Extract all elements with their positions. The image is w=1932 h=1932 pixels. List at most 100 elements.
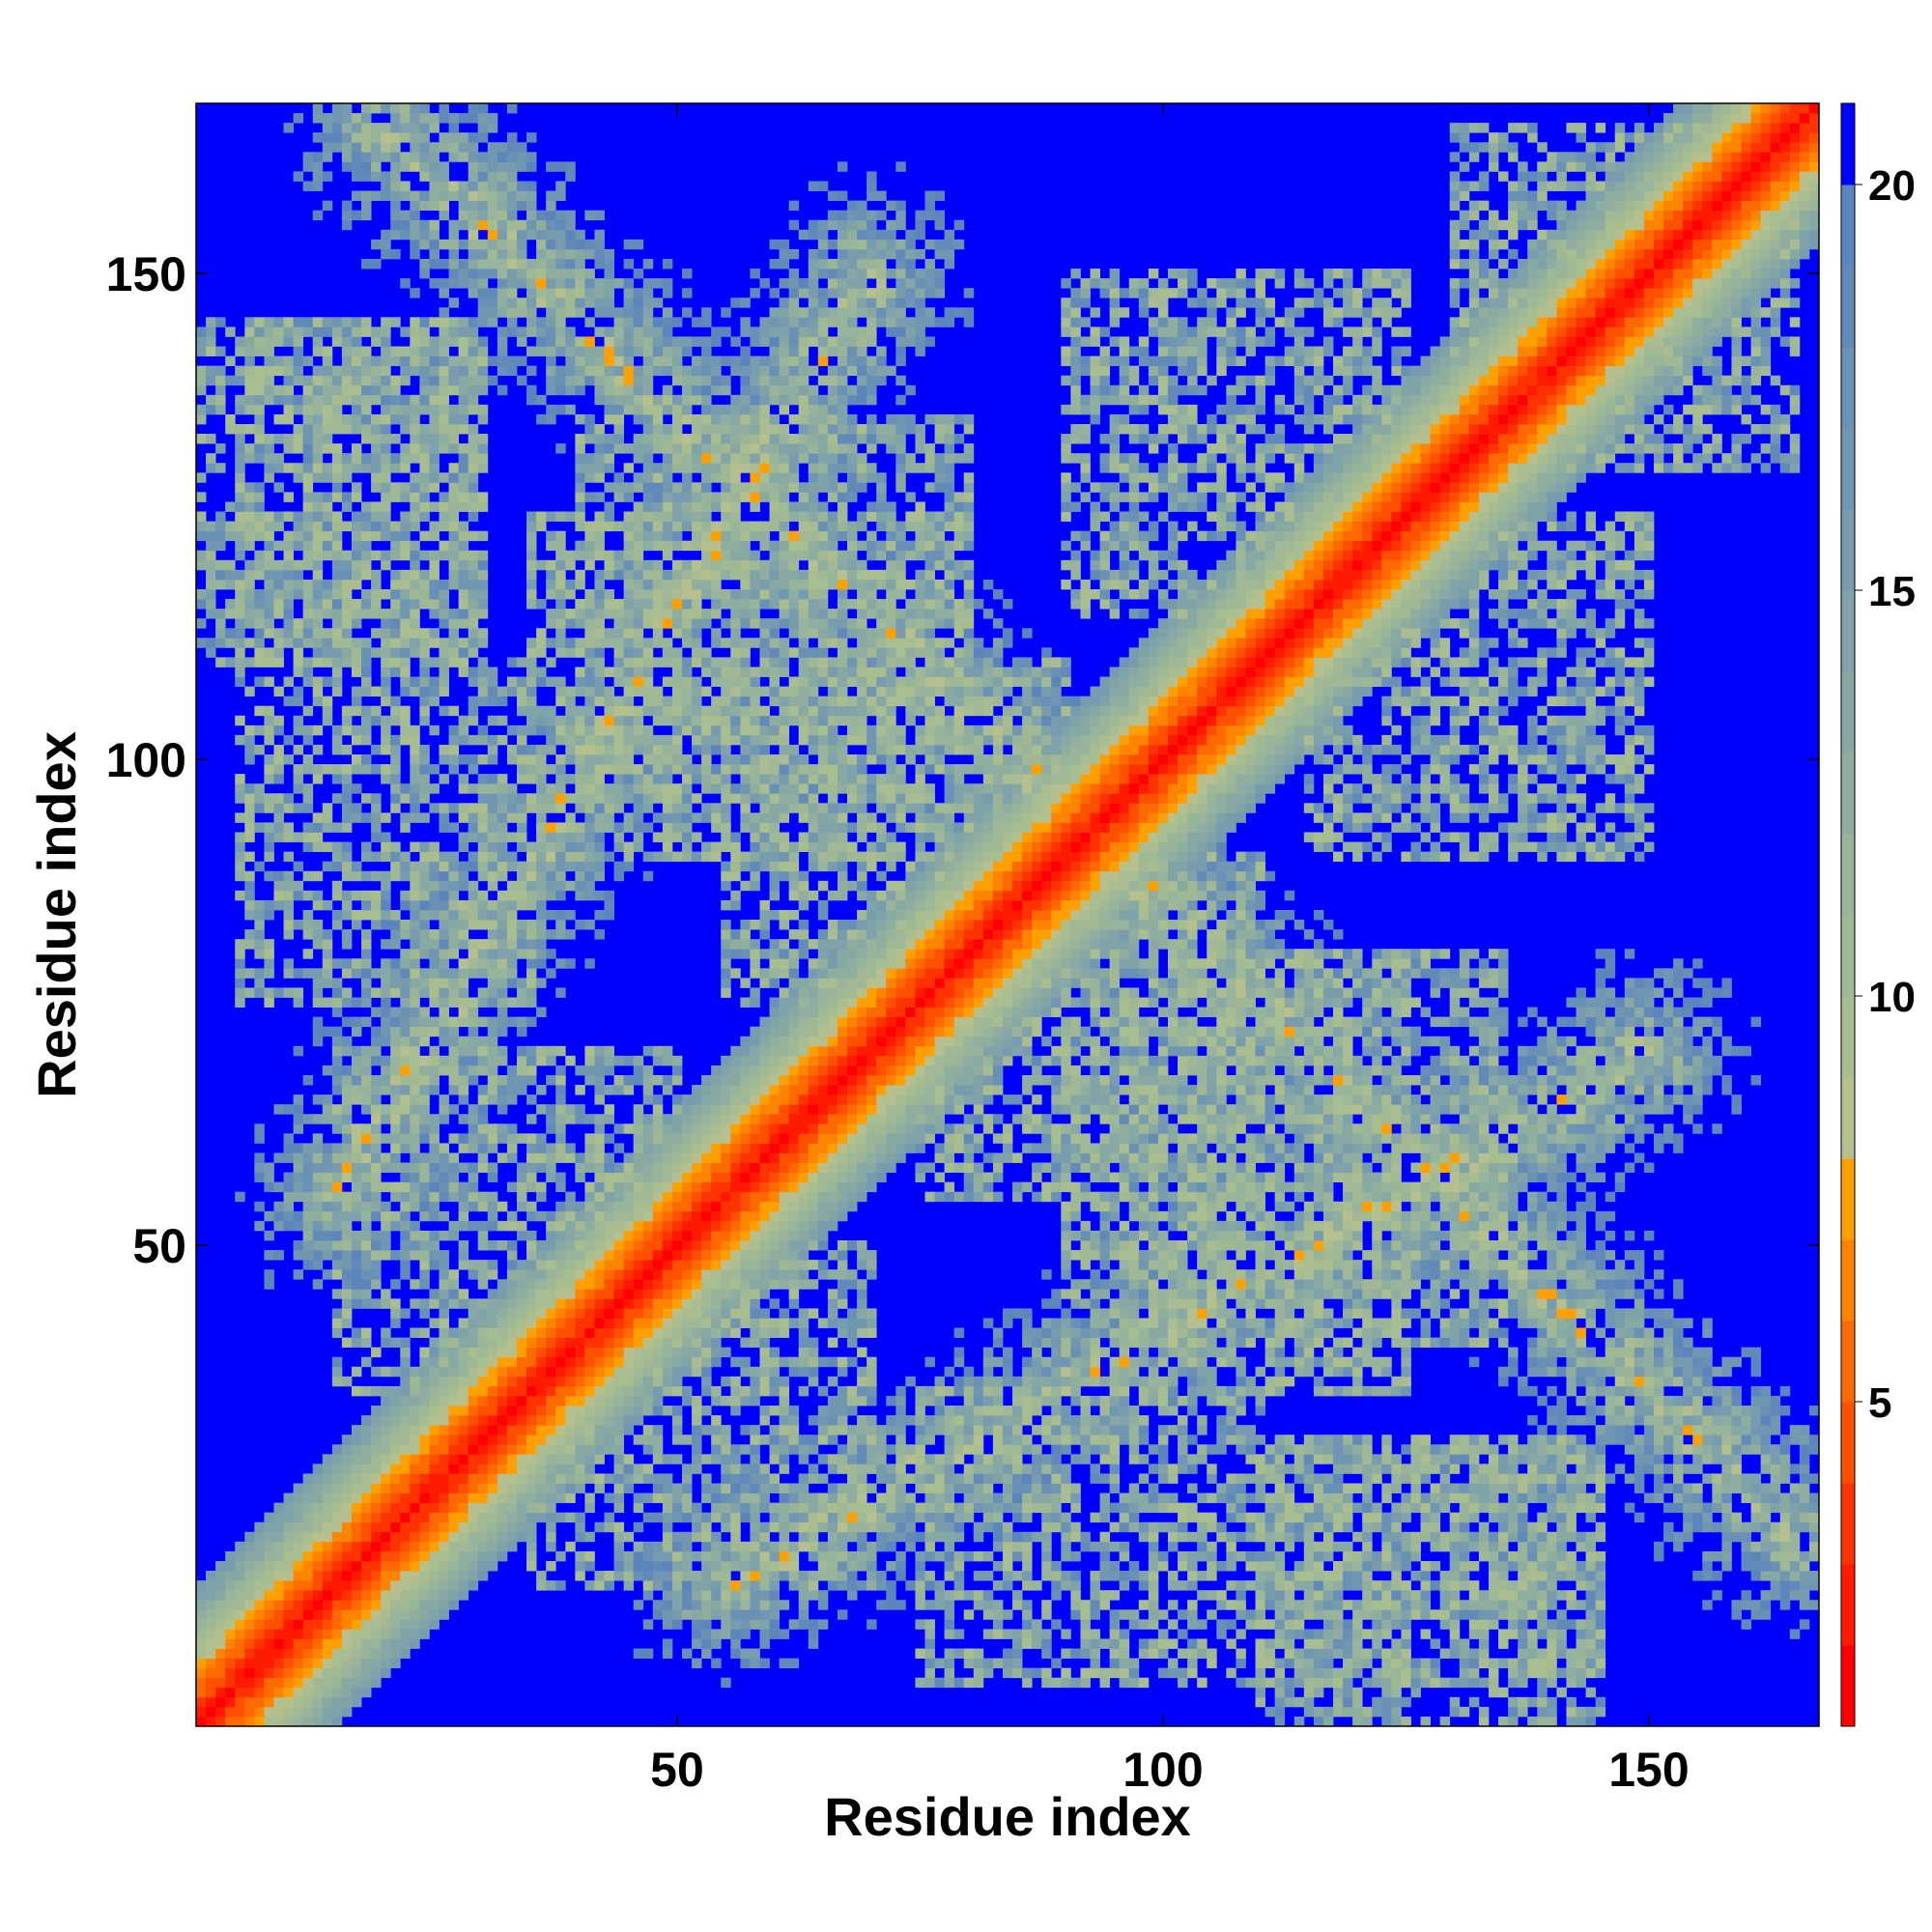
heatmap-cell xyxy=(448,1385,460,1397)
heatmap-cell xyxy=(623,559,635,571)
heatmap-cell xyxy=(331,1521,343,1533)
heatmap-cell xyxy=(448,1483,460,1493)
heatmap-cell xyxy=(312,978,324,988)
heatmap-cell xyxy=(613,1298,625,1309)
heatmap-cell xyxy=(584,958,595,969)
heatmap-cell xyxy=(351,142,362,153)
heatmap-cell xyxy=(458,1395,469,1406)
heatmap-cell xyxy=(244,327,255,337)
heatmap-cell xyxy=(468,832,479,842)
heatmap-cell xyxy=(302,1658,314,1669)
heatmap-cell xyxy=(419,482,430,493)
heatmap-cell xyxy=(448,492,460,502)
heatmap-cell xyxy=(458,1473,469,1484)
heatmap-cell xyxy=(594,715,605,726)
heatmap-cell xyxy=(293,1152,304,1163)
heatmap-cell xyxy=(390,744,401,755)
heatmap-cell xyxy=(283,1677,294,1689)
heatmap-cell xyxy=(448,1444,460,1455)
heatmap-cell xyxy=(448,1279,460,1290)
heatmap-cell xyxy=(584,764,595,775)
heatmap-cell xyxy=(546,288,556,298)
heatmap-cell xyxy=(613,482,625,493)
heatmap-cell xyxy=(613,1395,625,1406)
heatmap-cell xyxy=(536,870,547,882)
heatmap-cell xyxy=(458,899,469,911)
heatmap-cell xyxy=(264,1172,274,1183)
heatmap-cell xyxy=(536,715,547,726)
heatmap-cell xyxy=(312,939,324,950)
heatmap-cell xyxy=(361,1492,372,1504)
heatmap-cell xyxy=(575,1463,585,1474)
heatmap-cell xyxy=(565,1055,576,1066)
heatmap-cell xyxy=(623,384,635,396)
heatmap-cell xyxy=(312,968,324,979)
heatmap-cell xyxy=(283,1143,294,1153)
heatmap-cell xyxy=(458,258,469,270)
heatmap-cell xyxy=(439,1230,449,1241)
heatmap-cell xyxy=(604,453,614,464)
heatmap-cell xyxy=(371,423,382,435)
heatmap-cell xyxy=(302,1677,314,1689)
heatmap-cell xyxy=(506,1210,518,1222)
heatmap-cell xyxy=(331,1036,343,1047)
heatmap-cell xyxy=(448,152,460,162)
heatmap-cell xyxy=(575,1085,585,1095)
heatmap-cell xyxy=(497,229,508,241)
heatmap-cell xyxy=(410,1395,420,1406)
heatmap-cell xyxy=(312,501,324,512)
heatmap-cell xyxy=(312,413,324,425)
heatmap-cell xyxy=(555,851,566,863)
heatmap-cell xyxy=(361,1600,372,1610)
heatmap-cell xyxy=(477,1356,489,1368)
heatmap-cell xyxy=(497,365,508,377)
heatmap-cell xyxy=(565,1114,576,1124)
heatmap-cell xyxy=(506,1385,518,1397)
heatmap-cell xyxy=(381,1425,391,1435)
heatmap-cell xyxy=(458,774,469,784)
heatmap-cell xyxy=(361,1201,372,1212)
heatmap-cell xyxy=(419,1425,430,1435)
heatmap-cell xyxy=(536,1045,547,1057)
heatmap-cell xyxy=(351,1240,362,1251)
heatmap-cell xyxy=(642,1045,654,1057)
heatmap-cell xyxy=(410,618,420,629)
heatmap-cell xyxy=(312,210,324,221)
heatmap-cell xyxy=(390,1600,401,1610)
heatmap-cell xyxy=(264,870,274,882)
heatmap-cell xyxy=(400,793,411,804)
heatmap-cell xyxy=(322,113,333,124)
heatmap-cell xyxy=(293,696,304,707)
heatmap-cell xyxy=(604,812,614,823)
heatmap-cell xyxy=(419,1230,430,1241)
heatmap-cell xyxy=(419,190,430,201)
heatmap-cell xyxy=(410,1240,420,1251)
heatmap-cell xyxy=(293,394,304,406)
heatmap-cell xyxy=(273,987,284,998)
heatmap-cell xyxy=(400,1007,411,1018)
heatmap-cell xyxy=(331,113,343,124)
heatmap-cell xyxy=(371,501,382,512)
heatmap-cell xyxy=(390,1220,401,1232)
heatmap-cell xyxy=(458,1191,469,1203)
heatmap-cell xyxy=(341,1172,353,1183)
heatmap-cell xyxy=(371,1600,382,1610)
heatmap-cell xyxy=(546,355,556,367)
heatmap-cell xyxy=(536,841,547,853)
heatmap-cell xyxy=(575,638,585,648)
heatmap-cell xyxy=(652,793,664,804)
heatmap-cell xyxy=(662,453,673,464)
heatmap-cell xyxy=(642,870,654,882)
heatmap-cell xyxy=(477,1347,489,1358)
heatmap-cell xyxy=(594,676,605,687)
heatmap-cell xyxy=(642,1580,654,1591)
heatmap-cell xyxy=(575,288,585,298)
heatmap-cell xyxy=(361,1444,372,1455)
heatmap-cell xyxy=(536,1085,547,1095)
heatmap-cell xyxy=(331,1327,343,1338)
heatmap-cell xyxy=(225,1609,236,1620)
heatmap-cell xyxy=(331,443,343,454)
heatmap-cell xyxy=(468,1541,479,1552)
heatmap-cell xyxy=(254,1619,265,1630)
heatmap-cell xyxy=(652,812,664,823)
